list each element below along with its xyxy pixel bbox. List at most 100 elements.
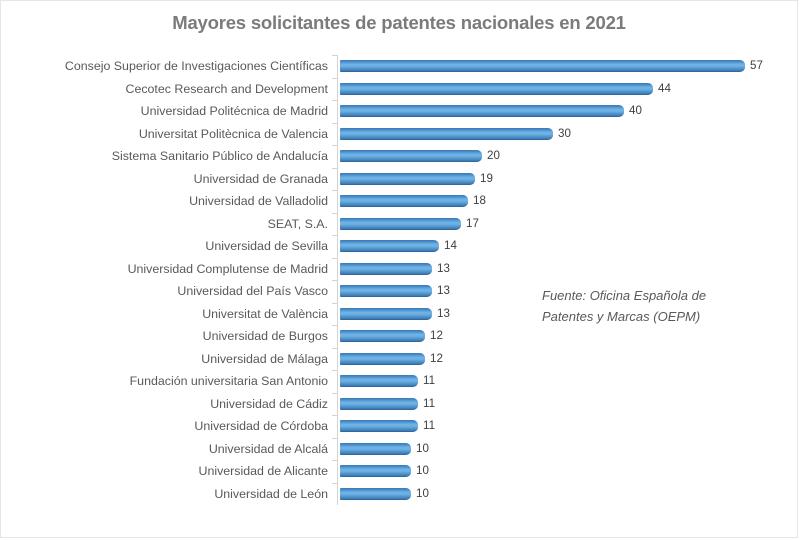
axis-tick <box>332 482 337 484</box>
axis-tick <box>332 392 337 394</box>
bar-track <box>340 330 425 342</box>
bar-value-label: 57 <box>750 59 763 72</box>
bar-value-label: 13 <box>437 261 450 275</box>
axis-tick <box>332 212 337 214</box>
bar-row: Universidad de Granada 19 <box>1 168 799 191</box>
bar-value-label: 10 <box>416 464 429 477</box>
bar[interactable] <box>340 465 411 477</box>
bar-value-label: 19 <box>480 171 493 185</box>
bar-track <box>340 285 432 297</box>
bar-category-label: Fundación universitaria San Antonio <box>129 374 328 388</box>
axis-tick <box>332 325 337 326</box>
bar[interactable] <box>340 420 418 432</box>
bar-row: Universidad de Alcalá 10 <box>1 438 799 461</box>
bar[interactable] <box>340 195 468 207</box>
bar-row: Universidad de Valladolid 18 <box>1 190 799 213</box>
bar-value-label: 12 <box>430 351 443 365</box>
bar-track <box>340 487 411 500</box>
bar-value-label: 17 <box>466 216 479 230</box>
bar-category-label: Universidad de Málaga <box>201 351 328 366</box>
bar-row: Universidad Politécnica de Madrid 40 <box>1 100 799 123</box>
bar[interactable] <box>340 172 475 185</box>
axis-tick <box>332 347 337 349</box>
axis-tick <box>332 280 337 281</box>
bar-row: Universidad de Burgos 12 <box>1 325 799 348</box>
bar[interactable] <box>340 217 461 230</box>
bar-track <box>340 262 432 275</box>
axis-tick <box>332 122 337 124</box>
bar-row: Consejo Superior de Investigaciones Cien… <box>1 55 799 78</box>
bar-track <box>340 105 624 117</box>
bar-row: Universidad de Alicante 10 <box>1 460 799 483</box>
bar-row: Universidad de Córdoba 11 <box>1 415 799 438</box>
bar-row: Universidad de Sevilla 14 <box>1 235 799 258</box>
bar[interactable] <box>340 150 482 162</box>
bar-category-label: Universidad Politécnica de Madrid <box>140 104 328 118</box>
bar-value-label: 11 <box>423 419 436 432</box>
bar-row: Cecotec Research and Development 44 <box>1 78 799 101</box>
chart-title: Mayores solicitantes de patentes naciona… <box>172 12 626 33</box>
bar[interactable] <box>340 105 624 117</box>
bar-value-label: 14 <box>444 239 457 252</box>
bar-category-label: Universidad de Valladolid <box>189 194 328 208</box>
bar[interactable] <box>340 82 653 95</box>
bar-category-label: Sistema Sanitario Público de Andalucía <box>111 149 328 163</box>
bar[interactable] <box>340 60 745 72</box>
source-note: Fuente: Oficina Española de Patentes y M… <box>542 285 767 327</box>
bar-category-label: Universidad de Burgos <box>202 329 328 343</box>
bar-track <box>340 240 439 252</box>
bar-category-label: Universidad Complutense de Madrid <box>127 261 328 276</box>
bar-track <box>340 150 482 162</box>
bar-track <box>340 465 411 477</box>
bar-track <box>340 60 745 72</box>
bar-row: Fundación universitaria San Antonio 11 <box>1 370 799 393</box>
bar-track <box>340 172 475 185</box>
bar[interactable] <box>340 240 439 252</box>
axis-tick <box>332 370 337 371</box>
axis-tick <box>332 235 337 236</box>
bar[interactable] <box>340 285 432 297</box>
bar-track <box>340 442 411 455</box>
bar[interactable] <box>340 307 432 320</box>
bar-category-label: Universidad de Sevilla <box>205 239 328 253</box>
bar-track <box>340 307 432 320</box>
bar-value-label: 44 <box>658 81 671 95</box>
bar-track <box>340 82 653 95</box>
category-axis-line <box>337 55 338 505</box>
axis-tick <box>332 190 337 191</box>
bar-track <box>340 195 468 207</box>
bar-value-label: 18 <box>473 194 486 207</box>
axis-tick <box>332 145 337 146</box>
bar-row: Sistema Sanitario Público de Andalucía 20 <box>1 145 799 168</box>
bar[interactable] <box>340 397 418 410</box>
axis-tick <box>332 55 337 56</box>
bar[interactable] <box>340 442 411 455</box>
bar[interactable] <box>340 127 553 140</box>
bar[interactable] <box>340 352 425 365</box>
bar[interactable] <box>340 330 425 342</box>
bar-category-label: Universidad de Córdoba <box>194 419 328 433</box>
bar-value-label: 10 <box>416 441 429 455</box>
bar-value-label: 11 <box>423 374 436 387</box>
bar-category-label: Universidad de León <box>214 486 328 501</box>
bar[interactable] <box>340 375 418 387</box>
bar-category-label: Consejo Superior de Investigaciones Cien… <box>64 59 328 73</box>
bar-track <box>340 217 461 230</box>
bar-value-label: 10 <box>416 486 429 500</box>
axis-tick <box>332 415 337 416</box>
bar-row: Universidad Complutense de Madrid 13 <box>1 258 799 281</box>
bar[interactable] <box>340 487 411 500</box>
source-note-line-2: Patentes y Marcas (OEPM) <box>542 309 701 324</box>
bar-value-label: 12 <box>430 329 443 342</box>
bar-track <box>340 375 418 387</box>
plot-area: Consejo Superior de Investigaciones Cien… <box>1 53 799 513</box>
bar-row: Universidad del País Vasco 13 <box>1 280 799 303</box>
bar-category-label: Universidad del País Vasco <box>177 284 328 298</box>
bar-row: Universitat Politècnica de Valencia 30 <box>1 123 799 146</box>
bar-category-label: Universidad de Alcalá <box>208 441 328 456</box>
bar-row: Universidad de León 10 <box>1 483 799 506</box>
bar-category-label: Cecotec Research and Development <box>125 81 329 96</box>
bar[interactable] <box>340 262 432 275</box>
bar-track <box>340 420 418 432</box>
